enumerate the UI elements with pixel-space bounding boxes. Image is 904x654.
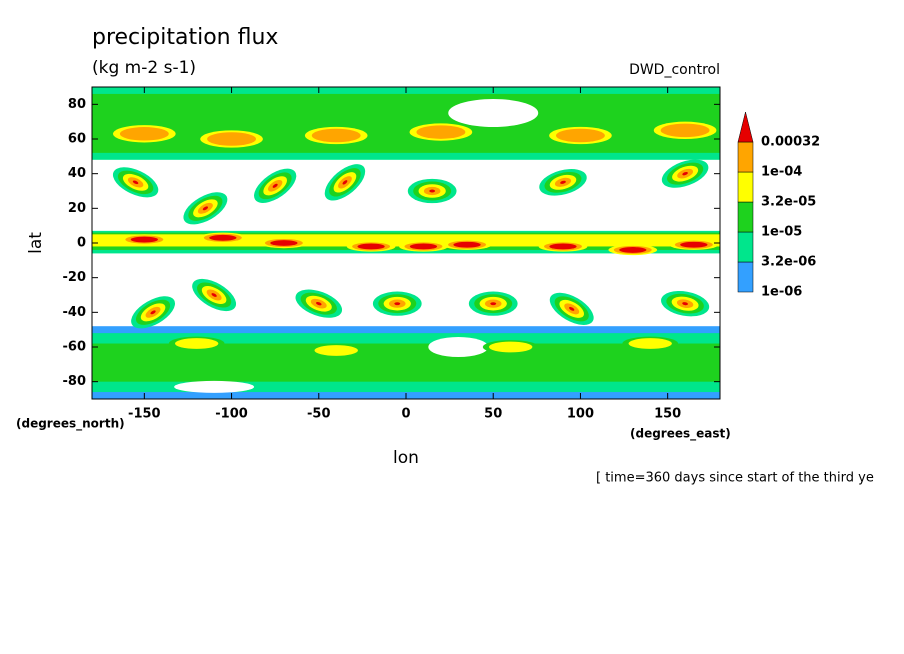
field-cell xyxy=(628,338,672,349)
field-cell xyxy=(209,234,237,241)
time-note: [ time=360 days since start of the third… xyxy=(596,471,874,486)
field-cell xyxy=(429,189,436,193)
precipitation-field xyxy=(92,87,720,399)
x-tick-label: 0 xyxy=(401,407,410,422)
field-cell xyxy=(174,338,219,349)
colorbar-label: 3.2e-05 xyxy=(761,195,816,210)
field-cell xyxy=(314,345,358,356)
y-axis-label: lat xyxy=(26,232,46,254)
y-tick-label: 80 xyxy=(68,97,86,112)
field-cell xyxy=(569,306,575,311)
colorbar-label: 3.2e-06 xyxy=(761,255,816,270)
x-units: (degrees_east) xyxy=(630,427,731,442)
colorbar-segment xyxy=(737,231,754,263)
colorbar-extension xyxy=(737,111,754,143)
field-cell xyxy=(119,127,169,141)
colorbar-label: 1e-04 xyxy=(761,165,802,180)
x-tick-label: -150 xyxy=(128,407,161,422)
field-cell xyxy=(342,180,348,185)
y-tick-label: 0 xyxy=(77,236,86,251)
field-cell xyxy=(682,171,688,176)
field-gap xyxy=(428,337,489,357)
field-band xyxy=(92,93,720,153)
field-cell xyxy=(211,293,217,297)
field-cell xyxy=(453,241,481,248)
field-cell xyxy=(207,132,256,146)
chart-title: precipitation flux xyxy=(92,25,278,50)
experiment-label: DWD_control xyxy=(629,62,720,78)
field-cell xyxy=(270,240,298,246)
field-cell xyxy=(549,243,577,250)
field-cell xyxy=(660,123,710,138)
field-cell xyxy=(357,243,385,250)
colorbar-segment xyxy=(737,261,754,293)
field-cell xyxy=(619,247,647,253)
field-cell xyxy=(556,128,605,143)
colorbar-segment xyxy=(737,171,754,203)
field-cell xyxy=(202,206,209,211)
y-tick-label: -80 xyxy=(63,374,87,389)
field-gap xyxy=(174,380,255,393)
y-tick-label: -60 xyxy=(63,340,87,355)
x-axis-label: lon xyxy=(393,448,419,468)
y-units: (degrees_north) xyxy=(16,417,125,432)
field-cell xyxy=(560,180,566,184)
field-cell xyxy=(311,128,361,143)
field-cell xyxy=(409,243,438,250)
field-cell xyxy=(416,125,466,139)
x-tick-label: 150 xyxy=(654,407,681,422)
colorbar-segment xyxy=(737,201,754,233)
field-cell xyxy=(272,183,278,188)
field-cell xyxy=(682,302,689,306)
colorbar-label: 1e-05 xyxy=(761,225,802,240)
field-cell xyxy=(130,236,158,243)
field-cell xyxy=(680,241,708,248)
y-tick-label: -40 xyxy=(63,305,87,320)
y-tick-label: 40 xyxy=(68,166,86,181)
y-tick-label: -20 xyxy=(63,270,87,285)
y-tick-label: 20 xyxy=(68,201,86,216)
chart-subtitle: (kg m-2 s-1) xyxy=(92,58,196,78)
field-cell xyxy=(315,301,322,306)
colorbar-label: 0.00032 xyxy=(761,135,820,150)
field-cell xyxy=(490,302,497,306)
field-cell xyxy=(132,180,139,185)
y-tick-label: 60 xyxy=(68,132,86,147)
x-tick-label: 50 xyxy=(484,407,502,422)
x-tick-label: 100 xyxy=(567,407,594,422)
colorbar-label: 1e-06 xyxy=(761,285,802,300)
colorbar-segment xyxy=(737,141,754,173)
field-cell xyxy=(488,341,533,353)
field-cell xyxy=(394,302,401,306)
field-cell xyxy=(150,310,156,315)
field-gap xyxy=(448,99,539,127)
x-tick-label: -100 xyxy=(215,407,248,422)
x-tick-label: -50 xyxy=(307,407,331,422)
